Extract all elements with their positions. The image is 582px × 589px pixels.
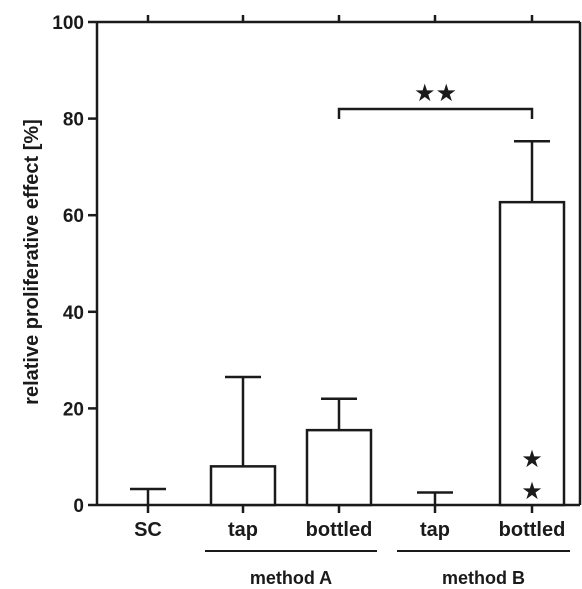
y-tick-label: 60 bbox=[63, 206, 84, 227]
group-label: method B bbox=[442, 568, 525, 588]
bar-star-annotation: ★ bbox=[521, 445, 543, 473]
bar bbox=[305, 428, 373, 507]
bar-star-annotation: ★ bbox=[521, 477, 543, 505]
significance-stars: ★★ bbox=[414, 79, 457, 107]
y-tick-label: 20 bbox=[63, 399, 84, 420]
y-tick-label: 0 bbox=[73, 496, 84, 517]
plot-area: 0 20 40 60 80 100 SC tap bottled tap bottled method… bbox=[52, 13, 582, 588]
x-tick-label: tap bbox=[228, 519, 258, 541]
x-tick-label: bottled bbox=[306, 519, 373, 541]
y-tick-label: 40 bbox=[63, 303, 84, 324]
x-tick-label: tap bbox=[420, 519, 450, 541]
group-label: method A bbox=[250, 568, 332, 588]
bar bbox=[209, 465, 277, 507]
bar bbox=[498, 200, 566, 507]
x-tick-label: SC bbox=[134, 519, 162, 541]
y-axis-label: relative proliferative effect [%] bbox=[21, 119, 43, 405]
y-tick-label: 100 bbox=[52, 13, 84, 34]
x-tick-label: bottled bbox=[499, 519, 566, 541]
y-tick-label: 80 bbox=[63, 110, 84, 131]
significance-bracket bbox=[337, 107, 534, 119]
